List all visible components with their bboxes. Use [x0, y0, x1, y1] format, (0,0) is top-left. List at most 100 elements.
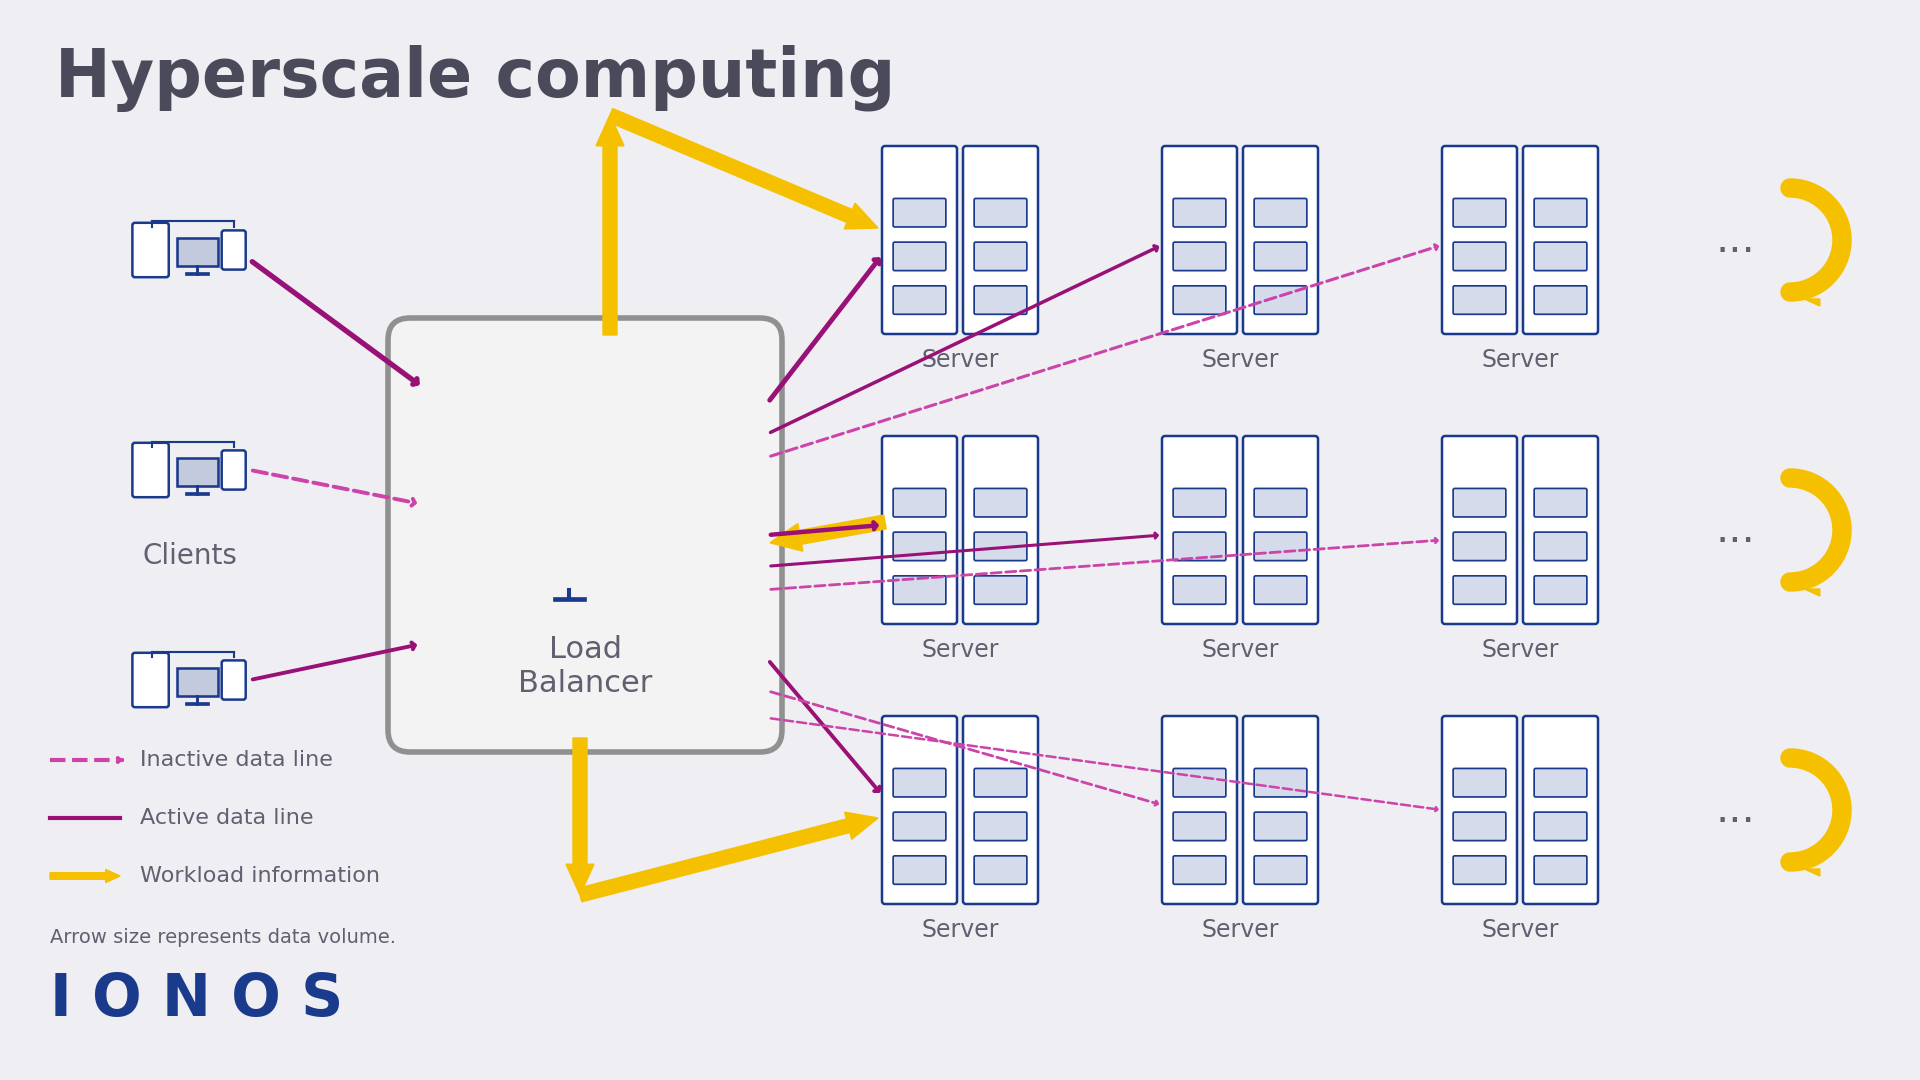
Text: Server: Server: [922, 918, 998, 942]
FancyBboxPatch shape: [1534, 286, 1586, 314]
FancyArrow shape: [50, 869, 119, 882]
FancyBboxPatch shape: [1534, 769, 1586, 797]
Text: Server: Server: [1202, 918, 1279, 942]
FancyBboxPatch shape: [1173, 488, 1225, 517]
FancyArrow shape: [1789, 848, 1820, 876]
FancyBboxPatch shape: [1173, 199, 1225, 227]
FancyBboxPatch shape: [1162, 716, 1236, 904]
Text: Server: Server: [1480, 348, 1559, 372]
FancyBboxPatch shape: [1442, 716, 1517, 904]
FancyBboxPatch shape: [964, 716, 1039, 904]
FancyBboxPatch shape: [388, 318, 781, 752]
FancyBboxPatch shape: [881, 436, 956, 624]
FancyBboxPatch shape: [1534, 199, 1586, 227]
FancyBboxPatch shape: [1523, 716, 1597, 904]
FancyBboxPatch shape: [893, 286, 947, 314]
FancyBboxPatch shape: [973, 769, 1027, 797]
FancyArrow shape: [607, 109, 877, 229]
FancyBboxPatch shape: [1173, 812, 1225, 840]
FancyBboxPatch shape: [132, 222, 169, 278]
Text: ...: ...: [1715, 789, 1755, 831]
FancyBboxPatch shape: [584, 485, 620, 500]
Text: I O N O S: I O N O S: [50, 971, 344, 1028]
FancyBboxPatch shape: [1162, 436, 1236, 624]
FancyBboxPatch shape: [132, 652, 169, 707]
Text: Active data line: Active data line: [140, 808, 313, 828]
FancyBboxPatch shape: [973, 855, 1027, 885]
FancyBboxPatch shape: [1534, 855, 1586, 885]
FancyBboxPatch shape: [532, 470, 580, 529]
Text: Server: Server: [1202, 638, 1279, 662]
Text: Server: Server: [1202, 348, 1279, 372]
FancyBboxPatch shape: [1162, 146, 1236, 334]
FancyBboxPatch shape: [1173, 855, 1225, 885]
FancyBboxPatch shape: [1173, 769, 1225, 797]
FancyBboxPatch shape: [973, 242, 1027, 271]
FancyBboxPatch shape: [1534, 242, 1586, 271]
FancyBboxPatch shape: [1453, 199, 1505, 227]
FancyBboxPatch shape: [1254, 532, 1308, 561]
FancyBboxPatch shape: [1453, 855, 1505, 885]
FancyBboxPatch shape: [1254, 769, 1308, 797]
Text: ...: ...: [1715, 509, 1755, 551]
FancyBboxPatch shape: [1534, 488, 1586, 517]
FancyBboxPatch shape: [1254, 812, 1308, 840]
FancyBboxPatch shape: [1242, 716, 1317, 904]
FancyBboxPatch shape: [1242, 436, 1317, 624]
FancyBboxPatch shape: [881, 146, 956, 334]
FancyBboxPatch shape: [964, 146, 1039, 334]
FancyBboxPatch shape: [893, 576, 947, 605]
FancyBboxPatch shape: [528, 545, 611, 590]
FancyBboxPatch shape: [1453, 769, 1505, 797]
Text: Server: Server: [1480, 918, 1559, 942]
FancyBboxPatch shape: [1173, 532, 1225, 561]
FancyArrow shape: [1789, 278, 1820, 306]
FancyBboxPatch shape: [221, 660, 246, 700]
FancyBboxPatch shape: [132, 443, 169, 497]
FancyBboxPatch shape: [1442, 436, 1517, 624]
FancyBboxPatch shape: [1254, 855, 1308, 885]
Text: Server: Server: [922, 638, 998, 662]
FancyBboxPatch shape: [580, 470, 626, 529]
FancyBboxPatch shape: [893, 812, 947, 840]
FancyBboxPatch shape: [221, 450, 246, 489]
FancyBboxPatch shape: [1442, 146, 1517, 334]
FancyBboxPatch shape: [1242, 146, 1317, 334]
FancyArrow shape: [1789, 568, 1820, 596]
FancyBboxPatch shape: [1534, 576, 1586, 605]
FancyBboxPatch shape: [538, 485, 572, 500]
FancyBboxPatch shape: [1254, 242, 1308, 271]
FancyArrow shape: [578, 812, 877, 902]
FancyBboxPatch shape: [1453, 576, 1505, 605]
FancyBboxPatch shape: [1173, 576, 1225, 605]
FancyBboxPatch shape: [973, 576, 1027, 605]
FancyBboxPatch shape: [177, 458, 217, 486]
Text: Server: Server: [922, 348, 998, 372]
FancyBboxPatch shape: [1453, 812, 1505, 840]
Text: Arrow size represents data volume.: Arrow size represents data volume.: [50, 928, 396, 947]
FancyBboxPatch shape: [973, 199, 1027, 227]
Text: ...: ...: [1715, 219, 1755, 261]
FancyBboxPatch shape: [1173, 286, 1225, 314]
FancyArrow shape: [595, 114, 624, 335]
Text: Server: Server: [1480, 638, 1559, 662]
Text: Clients: Clients: [142, 542, 238, 570]
FancyBboxPatch shape: [881, 716, 956, 904]
FancyBboxPatch shape: [1453, 488, 1505, 517]
FancyBboxPatch shape: [893, 242, 947, 271]
Text: Load
Balancer: Load Balancer: [518, 635, 653, 698]
Text: Inactive data line: Inactive data line: [140, 750, 332, 770]
FancyArrow shape: [566, 738, 593, 895]
FancyBboxPatch shape: [893, 855, 947, 885]
Text: Workload information: Workload information: [140, 866, 380, 886]
FancyBboxPatch shape: [973, 286, 1027, 314]
FancyBboxPatch shape: [1453, 286, 1505, 314]
FancyBboxPatch shape: [1534, 812, 1586, 840]
FancyBboxPatch shape: [1453, 532, 1505, 561]
FancyBboxPatch shape: [893, 488, 947, 517]
FancyBboxPatch shape: [1523, 436, 1597, 624]
FancyBboxPatch shape: [973, 488, 1027, 517]
FancyBboxPatch shape: [584, 504, 620, 519]
FancyBboxPatch shape: [1254, 576, 1308, 605]
FancyBboxPatch shape: [1523, 146, 1597, 334]
